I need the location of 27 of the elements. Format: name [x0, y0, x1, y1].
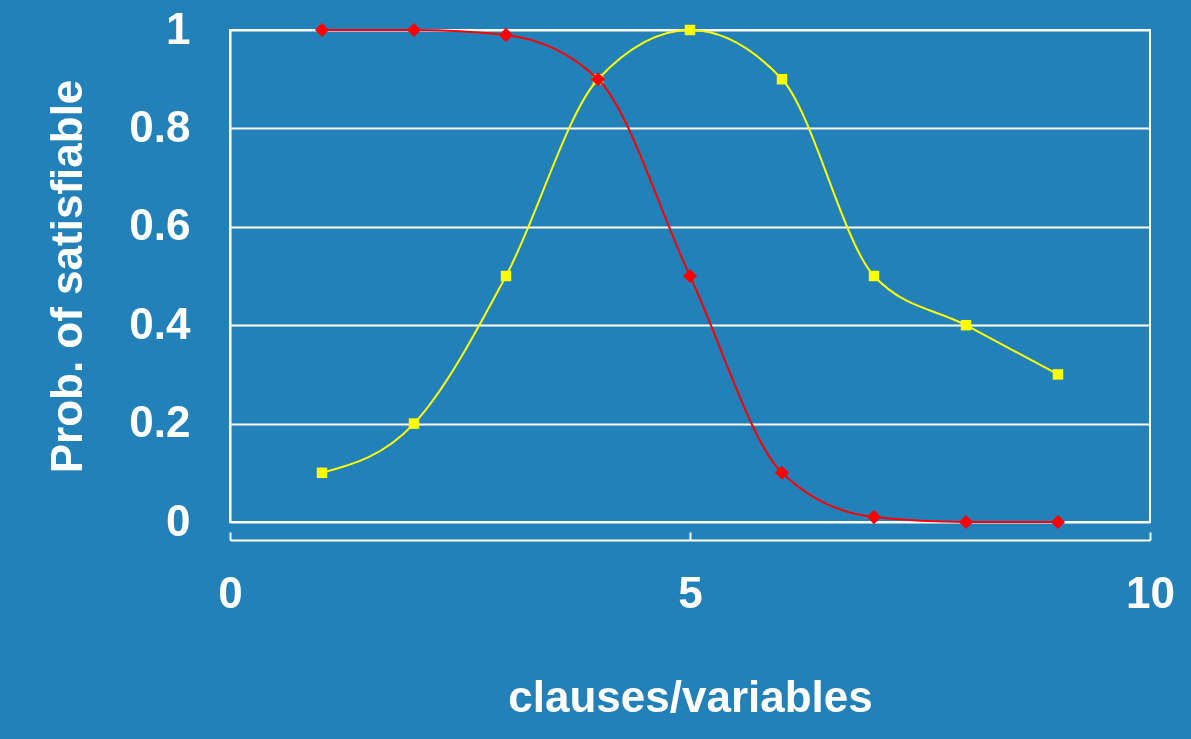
point [498, 27, 514, 42]
point [406, 22, 422, 38]
point [1052, 369, 1064, 380]
y-tick-label: 0.6 [129, 200, 191, 250]
y-tick-label: 0.8 [129, 101, 191, 151]
x-tick-label: 10 [1126, 567, 1175, 617]
y-tick-label: 0.4 [129, 298, 192, 348]
point [866, 510, 882, 525]
point [958, 514, 974, 530]
x-tick-label: 5 [678, 567, 703, 617]
point [682, 268, 698, 284]
point [408, 418, 420, 429]
y-tick-label: 1 [166, 3, 191, 53]
x-axis-title: clauses/variables [508, 671, 873, 721]
x-tick-label: 0 [218, 567, 243, 617]
point [868, 270, 880, 282]
point [1050, 514, 1066, 530]
point [774, 465, 790, 480]
y-tick-label: 0 [166, 495, 191, 545]
y-axis-title: Prob. of satisfiable [42, 79, 92, 474]
point [776, 73, 788, 85]
point [316, 467, 328, 479]
point [314, 22, 330, 38]
y-tick-label: 0.2 [129, 397, 191, 447]
point [500, 270, 512, 282]
point [960, 319, 972, 331]
point [684, 24, 696, 36]
